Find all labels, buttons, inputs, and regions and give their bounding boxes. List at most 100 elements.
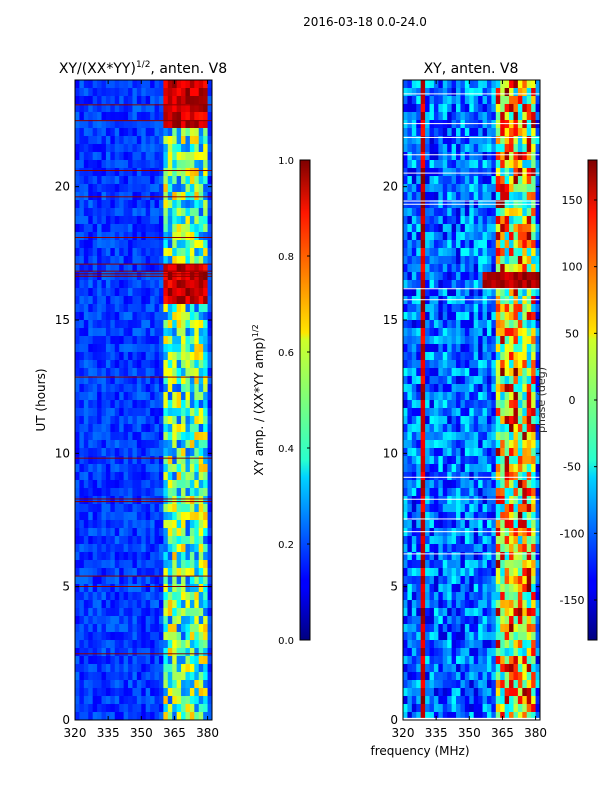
heatmap-cell bbox=[429, 288, 435, 297]
heatmap-cell bbox=[198, 536, 204, 545]
heatmap-cell bbox=[403, 528, 408, 537]
heatmap-cell bbox=[207, 488, 213, 497]
heatmap-cell bbox=[478, 400, 483, 409]
heatmap-cell bbox=[123, 136, 129, 145]
heatmap-cell bbox=[433, 696, 439, 705]
flagged-time-line bbox=[75, 237, 212, 238]
heatmap-cell bbox=[429, 168, 435, 177]
heatmap-cell bbox=[522, 392, 528, 401]
heatmap-cell bbox=[416, 240, 422, 249]
heatmap-cell bbox=[522, 88, 528, 97]
heatmap-cell bbox=[517, 464, 523, 473]
heatmap-cell bbox=[403, 248, 408, 257]
heatmap-cell bbox=[176, 120, 182, 129]
heatmap-cell bbox=[75, 520, 80, 529]
heatmap-cell bbox=[167, 368, 173, 377]
heatmap-cell bbox=[491, 248, 497, 257]
heatmap-cell bbox=[207, 424, 213, 433]
heatmap-cell bbox=[181, 624, 186, 633]
heatmap-cell bbox=[407, 672, 413, 681]
heatmap-cell bbox=[535, 536, 541, 545]
heatmap-cell bbox=[486, 456, 492, 465]
heatmap-cell bbox=[154, 240, 160, 249]
heatmap-cell bbox=[114, 208, 120, 217]
heatmap-cell bbox=[88, 496, 94, 505]
heatmap-cell bbox=[105, 136, 111, 145]
heatmap-cell bbox=[79, 240, 85, 249]
heatmap-cell bbox=[425, 520, 430, 529]
heatmap-cell bbox=[420, 256, 426, 265]
heatmap-cell bbox=[158, 648, 164, 657]
heatmap-cell bbox=[433, 336, 439, 345]
heatmap-cell bbox=[167, 648, 173, 657]
heatmap-cell bbox=[105, 352, 111, 361]
heatmap-cell bbox=[504, 648, 510, 657]
heatmap-cell bbox=[411, 144, 417, 153]
heatmap-cell bbox=[150, 368, 155, 377]
heatmap-cell bbox=[132, 320, 138, 329]
heatmap-cell bbox=[167, 432, 173, 441]
heatmap-cell bbox=[92, 128, 98, 137]
heatmap-cell bbox=[478, 144, 483, 153]
heatmap-cell bbox=[132, 456, 138, 465]
heatmap-cell bbox=[123, 528, 129, 537]
heatmap-cell bbox=[194, 344, 200, 353]
heatmap-cell bbox=[429, 680, 435, 689]
heatmap-cell bbox=[420, 416, 426, 425]
heatmap-cell bbox=[110, 712, 116, 721]
heatmap-cell bbox=[526, 696, 532, 705]
heatmap-cell bbox=[416, 640, 422, 649]
heatmap-cell bbox=[486, 552, 492, 561]
heatmap-cell bbox=[141, 256, 147, 265]
heatmap-cell bbox=[203, 176, 208, 185]
heatmap-cell bbox=[526, 240, 532, 249]
heatmap-cell bbox=[425, 440, 430, 449]
heatmap-cell bbox=[114, 416, 120, 425]
heatmap-cell bbox=[128, 80, 133, 89]
heatmap-cell bbox=[79, 168, 85, 177]
heatmap-cell bbox=[79, 80, 85, 89]
heatmap-cell bbox=[203, 432, 208, 441]
heatmap-cell bbox=[531, 552, 536, 561]
heatmap-cell bbox=[509, 248, 514, 257]
heatmap-cell bbox=[531, 152, 536, 161]
heatmap-cell bbox=[407, 632, 413, 641]
heatmap-cell bbox=[145, 392, 151, 401]
heatmap-cell bbox=[75, 704, 80, 713]
heatmap-cell bbox=[167, 664, 173, 673]
heatmap-cell bbox=[456, 272, 461, 281]
heatmap-cell bbox=[105, 416, 111, 425]
heatmap-cell bbox=[456, 440, 461, 449]
heatmap-cell bbox=[509, 376, 514, 385]
heatmap-cell bbox=[158, 624, 164, 633]
heatmap-cell bbox=[88, 136, 94, 145]
heatmap-cell bbox=[433, 368, 439, 377]
heatmap-cell bbox=[167, 248, 173, 257]
heatmap-cell bbox=[158, 464, 164, 473]
heatmap-cell bbox=[150, 216, 155, 225]
heatmap-cell bbox=[403, 192, 408, 201]
heatmap-cell bbox=[132, 80, 138, 89]
heatmap-cell bbox=[167, 568, 173, 577]
heatmap-cell bbox=[79, 328, 85, 337]
heatmap-cell bbox=[420, 680, 426, 689]
heatmap-cell bbox=[176, 96, 182, 105]
heatmap-cell bbox=[442, 544, 448, 553]
heatmap-cell bbox=[207, 144, 213, 153]
heatmap-cell bbox=[158, 512, 164, 521]
heatmap-cell bbox=[451, 88, 457, 97]
heatmap-cell bbox=[167, 440, 173, 449]
heatmap-cell bbox=[79, 696, 85, 705]
heatmap-cell bbox=[451, 448, 457, 457]
heatmap-cell bbox=[442, 496, 448, 505]
heatmap-cell bbox=[433, 608, 439, 617]
heatmap-cell bbox=[482, 464, 488, 473]
heatmap-cell bbox=[531, 320, 536, 329]
heatmap-cell bbox=[207, 472, 213, 481]
heatmap-cell bbox=[141, 112, 147, 121]
heatmap-cell bbox=[203, 512, 208, 521]
heatmap-cell bbox=[145, 464, 151, 473]
heatmap-cell bbox=[504, 208, 510, 217]
heatmap-cell bbox=[407, 312, 413, 321]
heatmap-cell bbox=[509, 128, 514, 137]
